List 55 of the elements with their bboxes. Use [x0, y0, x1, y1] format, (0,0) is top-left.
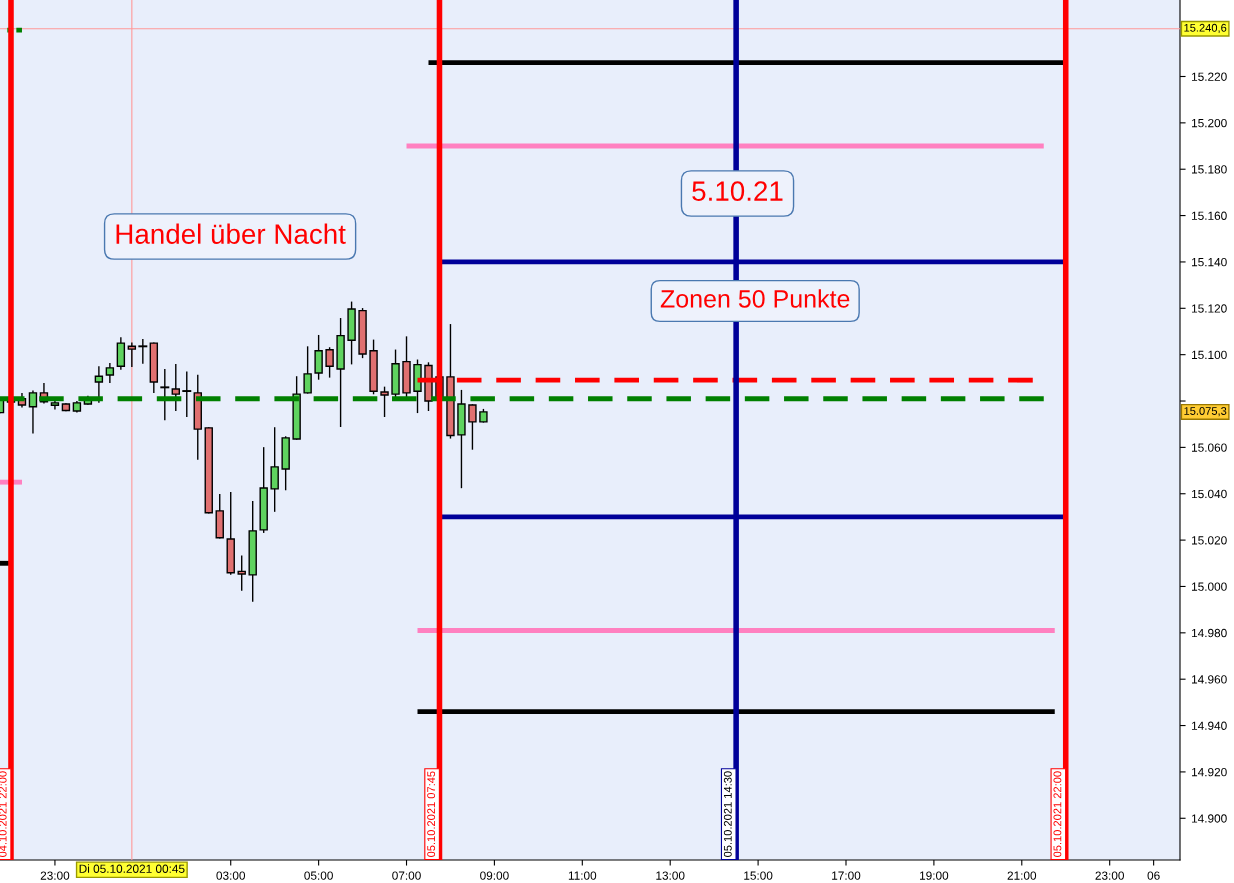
y-tick-label: 15.140	[1192, 257, 1227, 267]
y-tick-label: 14.920	[1192, 767, 1227, 777]
y-tick-label: 15.100	[1192, 350, 1227, 360]
x-tick-label: 09:00	[480, 871, 509, 880]
y-tick-label: 14.900	[1192, 814, 1227, 823]
candlestick	[325, 347, 334, 378]
x-tick-label: 23:00	[1095, 871, 1124, 880]
candlestick	[303, 346, 312, 394]
y-tick-label: 15.060	[1192, 443, 1227, 452]
x-tick-label: 06	[1147, 871, 1160, 880]
y-tick-label: 15.180	[1192, 165, 1227, 174]
x-tick-label: 03:00	[216, 871, 246, 880]
ref-line-label: 15.240,6	[1184, 23, 1227, 34]
annotation: Handel über Nacht	[116, 223, 346, 244]
y-tick-label: 14.940	[1192, 721, 1227, 730]
x-tick-label: 07:00	[392, 871, 421, 880]
candlestick	[105, 363, 115, 383]
text: 15.075,3	[1184, 407, 1227, 417]
annotation: Zonen 50 Punkte	[660, 289, 850, 308]
candlestick	[94, 366, 104, 403]
x-tick-label: 05:00	[304, 871, 333, 880]
x-tick-label: 15:00	[744, 871, 773, 880]
y-tick-label: 15.020	[1192, 536, 1227, 545]
candlestick	[270, 427, 279, 512]
y-tick-label: 14.960	[1192, 675, 1227, 684]
x-tick-label: 19:00	[920, 871, 949, 880]
candlestick	[50, 400, 60, 410]
candlestick	[237, 555, 246, 591]
candlestick	[468, 404, 477, 450]
y-tick-label: 15.120	[1192, 304, 1227, 313]
ref-line-label: 05.10.2021 14:30	[723, 771, 732, 857]
x-tick-label: 23:00	[40, 871, 70, 880]
ref-line-label: 05.10.2021 22:00	[1053, 771, 1062, 857]
candlestick	[28, 390, 38, 434]
annotation: 5.10.21	[692, 181, 783, 201]
candlestick	[127, 342, 137, 367]
y-tick-label: 15.000	[1192, 582, 1227, 591]
candlestick	[314, 334, 323, 380]
y-tick-label: 15.040	[1192, 489, 1227, 499]
y-tick-label: 14.980	[1192, 628, 1227, 638]
candlestick	[380, 386, 389, 418]
candlestick	[160, 369, 170, 421]
candlestick	[182, 371, 192, 418]
y-tick-label: 15.160	[1192, 211, 1227, 220]
candlestick	[171, 363, 181, 411]
x-tick-label: 17:00	[832, 871, 861, 880]
x-tick-label: 13:00	[656, 871, 685, 880]
candlestick	[138, 338, 148, 364]
y-tick-label: 15.220	[1192, 72, 1227, 81]
ref-line-label: 05.10.2021 07:45	[427, 771, 436, 857]
y-tick-label: 15.200	[1192, 118, 1227, 128]
ref-line-label: Di 05.10.2021 00:45	[79, 864, 185, 873]
x-tick-label: 21:00	[1007, 871, 1037, 880]
candlestick	[116, 337, 126, 370]
x-tick-label: 11:00	[568, 871, 597, 880]
